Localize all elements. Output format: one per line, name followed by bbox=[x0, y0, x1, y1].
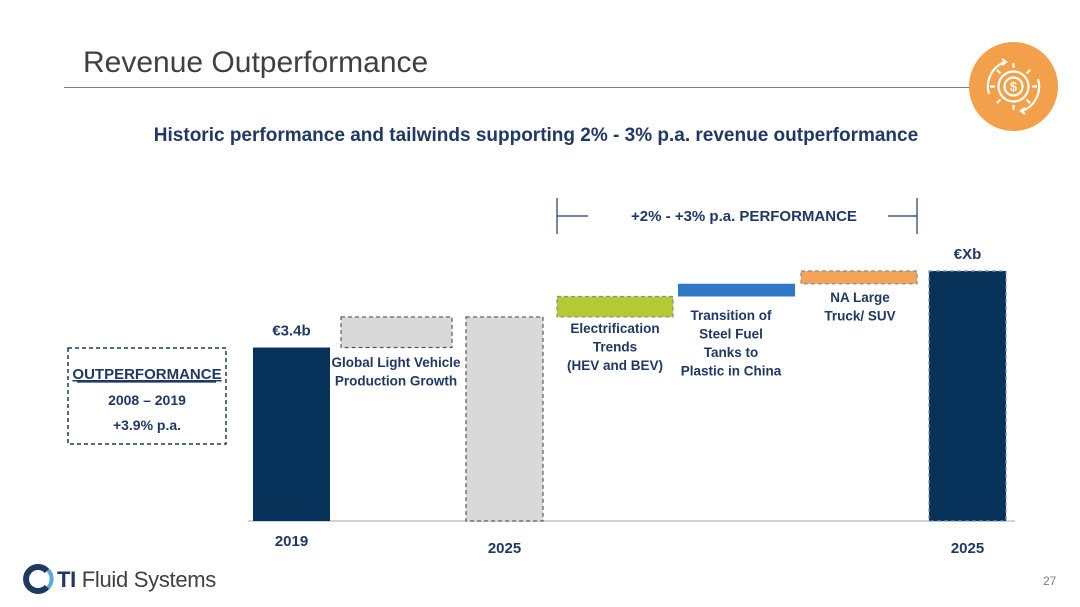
title-divider bbox=[64, 87, 976, 88]
bar-category-label-5-line-0: NA Large bbox=[830, 290, 890, 305]
bar-2 bbox=[465, 316, 544, 522]
svg-text:$: $ bbox=[1010, 79, 1018, 94]
x-tick-label-2: 2025 bbox=[488, 540, 521, 557]
bar-3 bbox=[556, 295, 674, 318]
slide-title: Revenue Outperformance bbox=[83, 46, 429, 79]
x-tick-label-6: 2025 bbox=[951, 540, 984, 557]
bar-0 bbox=[253, 347, 330, 521]
bar-category-label-3-line-1: Trends bbox=[593, 340, 637, 355]
bar-6 bbox=[928, 270, 1007, 522]
outperformance-box bbox=[67, 347, 227, 445]
bar-5 bbox=[800, 270, 918, 285]
footer-brand-rest: Fluid Systems bbox=[81, 567, 217, 592]
bar-4 bbox=[678, 283, 795, 297]
performance-bracket-label: +2% - +3% p.a. PERFORMANCE bbox=[631, 208, 857, 225]
page-number: 27 bbox=[1043, 574, 1057, 588]
outperformance-heading: OUTPERFORMANCE bbox=[72, 366, 221, 383]
bar-category-label-4-line-0: Transition of bbox=[691, 308, 773, 323]
bar-value-label-0: €3.4b bbox=[272, 323, 310, 340]
bar-category-label-4-line-2: Tanks to bbox=[704, 345, 759, 360]
ti-fluid-systems-logo-icon bbox=[23, 564, 54, 594]
footer-brand: TI Fluid Systems bbox=[57, 567, 216, 593]
bar-category-label-3-line-0: Electrification bbox=[570, 321, 659, 336]
slide-subtitle: Historic performance and tailwinds suppo… bbox=[153, 125, 919, 146]
bar-category-label-4-line-1: Steel Fuel bbox=[699, 327, 763, 342]
bar-category-label-1-line-1: Production Growth bbox=[335, 374, 457, 389]
outperformance-rate: +3.9% p.a. bbox=[113, 417, 181, 433]
outperformance-period: 2008 – 2019 bbox=[108, 392, 186, 408]
x-tick-label-0: 2019 bbox=[275, 533, 308, 550]
bar-category-label-4-line-3: Plastic in China bbox=[681, 364, 782, 379]
performance-bracket bbox=[556, 198, 918, 234]
footer-brand-bold: TI bbox=[57, 567, 76, 592]
bar-category-label-3-line-2: (HEV and BEV) bbox=[567, 358, 663, 373]
bar-category-label-5-line-1: Truck/ SUV bbox=[824, 309, 895, 324]
badge: $ bbox=[969, 42, 1058, 131]
bar-value-label-6: €Xb bbox=[954, 246, 982, 263]
bar-category-label-1-line-0: Global Light Vehicle bbox=[331, 355, 461, 370]
bar-1 bbox=[340, 316, 453, 349]
gear-cycle-dollar-icon: $ bbox=[986, 58, 1041, 115]
